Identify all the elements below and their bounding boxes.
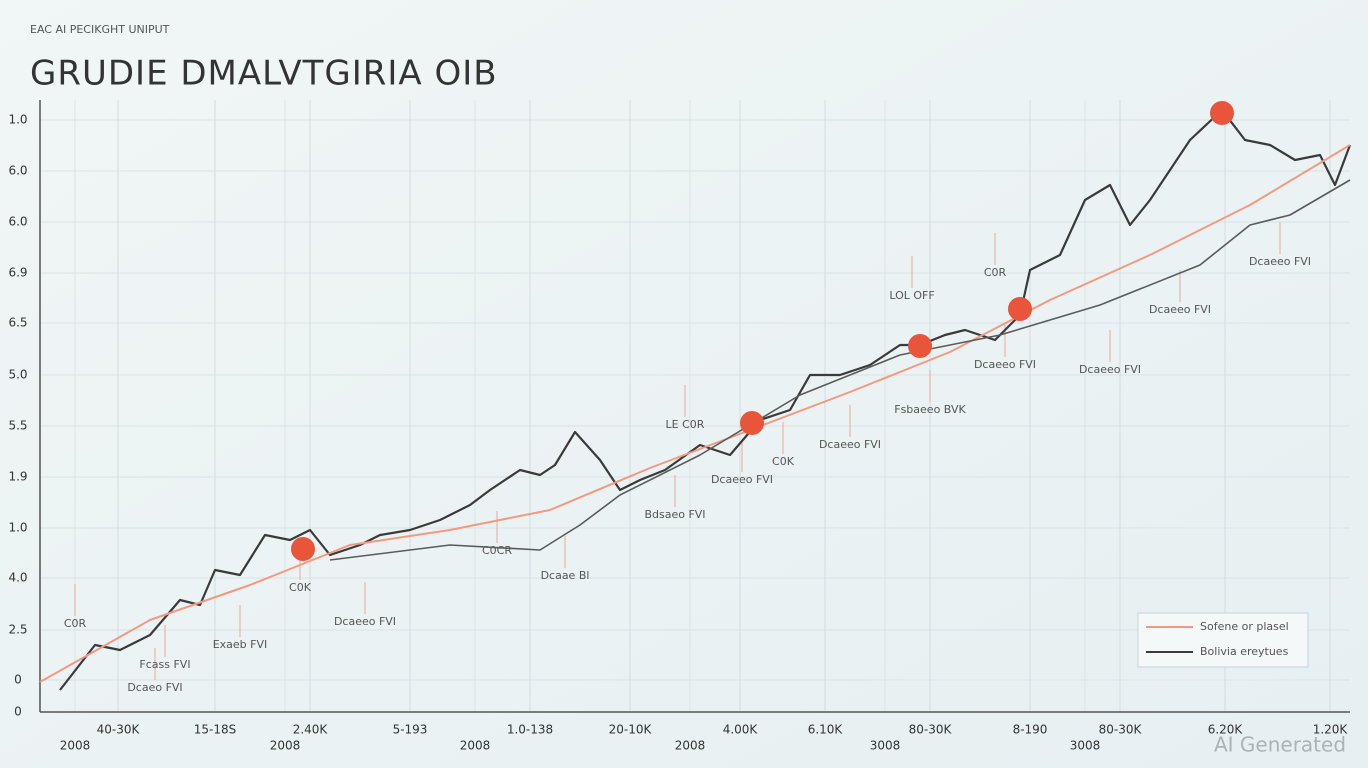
annotation: Dcaeeo FVI [974,358,1036,371]
annotation: C0K [772,455,795,468]
x-tick-label: 40-30K [97,723,141,737]
annotation: C0K [289,581,312,594]
series-line [39,144,1351,683]
y-tick-label: 6.5 [8,316,27,330]
x-tick-label: 2008 [270,739,301,753]
highlight-point [1008,297,1032,321]
y-tick-label: 1.0 [8,521,27,535]
annotation: Bdsaeo FVI [644,508,705,521]
annotation: C0R [64,617,87,630]
legend-label: Sofene or plasel [1200,620,1289,633]
y-tick-label: 1.0 [8,113,27,127]
highlight-point [908,334,932,358]
x-tick-label: 8-190 [1013,723,1048,737]
x-tick-label: 2008 [460,739,491,753]
x-tick-label: 3008 [870,739,901,753]
annotation: C0R [984,266,1007,279]
x-tick-label: 20-10K [609,723,653,737]
legend-label: Bolivia ereytues [1200,645,1289,658]
highlight-point [1210,101,1234,125]
x-tick-label: 6.20K [1208,723,1244,737]
annotation: Exaeb FVI [213,638,268,651]
annotation: LE C0R [666,418,705,431]
annotation: Dcaeeo FVI [334,615,396,628]
y-tick-label: 2.5 [8,623,27,637]
x-tick-label: 15-18S [194,723,237,737]
annotation: Dcaeeo FVI [711,473,773,486]
x-tick-label: 80-30K [1099,723,1143,737]
y-tick-label: 0 [14,705,22,719]
annotation: Fsbaeeo BVK [894,403,966,416]
annotation: Dcaae Bl [541,569,590,582]
annotation: C0CR [482,544,512,557]
chart-title: GRUDIE DMALVTGIRIA OIB [30,54,498,94]
annotation: Dcaeo FVI [127,681,182,694]
highlight-point [740,411,764,435]
x-tick-label: 80-30K [909,723,953,737]
x-tick-label: 2008 [675,739,706,753]
y-tick-label: 6.0 [8,164,27,178]
x-tick-label: 5-193 [393,723,428,737]
y-tick-label: 6.0 [8,215,27,229]
legend-box [1137,612,1309,668]
annotation: LOL OFF [889,289,934,302]
annotation: Dcaeeo FVI [1149,303,1211,316]
x-tick-label: 6.10K [808,723,844,737]
x-tick-label: 3008 [1070,739,1101,753]
chart-subtitle: EAC AI PECIKGHT UNIPUT [30,23,170,36]
y-tick-label: 5.0 [8,368,27,382]
x-tick-label: 1.20K [1313,723,1349,737]
annotation: Dcaeeo FVI [819,438,881,451]
series-line [59,108,1352,691]
x-tick-label: 1.0-138 [507,723,553,737]
y-tick-label: 0 [14,673,22,687]
x-tick-label: 2.40K [293,723,329,737]
highlight-point [291,537,315,561]
y-tick-label: 5.5 [8,419,27,433]
series-line [329,179,1351,561]
x-tick-label: 4.00K [723,723,759,737]
y-tick-label: 1.9 [8,470,27,484]
y-tick-label: 4.0 [8,571,27,585]
y-tick-label: 6.9 [8,266,27,280]
annotation: Dcaeeo FVI [1079,363,1141,376]
x-tick-label: 2008 [60,739,91,753]
annotation: Fcass FVI [139,658,190,671]
watermark: AI Generated [1214,733,1346,757]
annotation: Dcaeeo FVI [1249,255,1311,268]
